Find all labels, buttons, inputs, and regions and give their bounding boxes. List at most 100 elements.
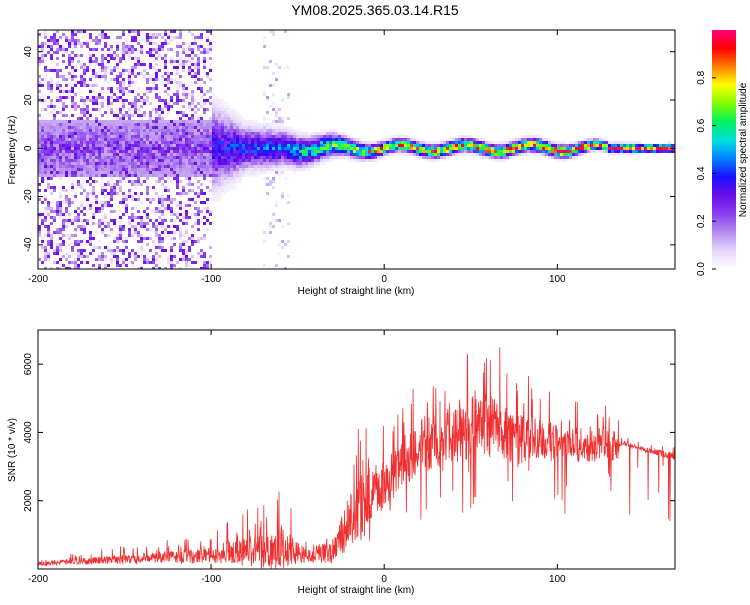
spectrogram-cell: [254, 159, 257, 162]
spectrogram-cell: [170, 132, 173, 135]
spectrogram-cell: [134, 144, 137, 147]
spectrogram-cell: [668, 144, 671, 147]
spectrogram-cell: [80, 126, 83, 129]
spectrogram-cell: [422, 147, 425, 150]
spectrogram-cell: [59, 267, 62, 269]
spectrogram-cell: [50, 222, 53, 225]
spectrogram-cell: [116, 48, 119, 51]
spectrogram-cell: [275, 63, 278, 66]
spectrogram-cell: [428, 156, 431, 159]
spectrogram-cell: [128, 48, 131, 51]
spectrogram-cell: [176, 66, 179, 69]
spectrogram-cell: [71, 39, 74, 42]
spectrogram-cell: [242, 135, 245, 138]
spectrogram-cell: [59, 204, 62, 207]
spectrogram-cell: [71, 33, 74, 36]
spectrogram-cell: [230, 159, 233, 162]
spectrogram-cell: [179, 174, 182, 177]
spectrogram-cell: [287, 135, 290, 138]
spectrogram-cell: [464, 144, 467, 147]
spectrogram-cell: [113, 171, 116, 174]
spectrogram-cell: [230, 132, 233, 135]
spectrogram-cell: [428, 144, 431, 147]
spectrogram-cell: [563, 159, 566, 162]
spectrogram-cell: [254, 123, 257, 126]
spectrogram-cell: [47, 183, 50, 186]
spectrogram-cell: [182, 96, 185, 99]
spectrogram-cell: [134, 105, 137, 108]
spectrogram-cell: [95, 129, 98, 132]
spectrogram-cell: [101, 186, 104, 189]
spectrogram-cell: [248, 138, 251, 141]
spectrogram-cell: [215, 153, 218, 156]
spectrogram-cell: [233, 183, 236, 186]
spectrogram-cell: [533, 141, 536, 144]
spectrogram-cell: [293, 168, 296, 171]
spectrogram-cell: [458, 147, 461, 150]
spectrogram-cell: [50, 123, 53, 126]
spectrogram-cell: [248, 156, 251, 159]
spectrogram-cell: [149, 198, 152, 201]
spectrogram-cell: [347, 144, 350, 147]
spectrogram-cell: [107, 153, 110, 156]
spectrogram-cell: [191, 114, 194, 117]
spectrogram-cell: [614, 141, 617, 144]
spectrogram-cell: [284, 168, 287, 171]
spectrogram-cell: [59, 156, 62, 159]
spectrogram-cell: [68, 39, 71, 42]
spectrogram-cell: [602, 138, 605, 141]
spectrogram-cell: [134, 171, 137, 174]
spectrogram-cell: [56, 201, 59, 204]
spectrogram-cell: [266, 156, 269, 159]
spectrogram-cell: [227, 150, 230, 153]
spectrogram-cell: [194, 159, 197, 162]
spectrogram-cell: [197, 120, 200, 123]
spectrogram-cell: [629, 141, 632, 144]
spectrogram-cell: [260, 156, 263, 159]
spectrogram-cell: [269, 147, 272, 150]
spectrogram-cell: [197, 153, 200, 156]
spectrogram-cell: [113, 78, 116, 81]
spectrogram-cell: [107, 165, 110, 168]
spectrogram-cell: [275, 219, 278, 222]
spectrogram-cell: [290, 147, 293, 150]
spectrogram-cell: [95, 210, 98, 213]
spectrogram-cell: [203, 264, 206, 267]
spectrogram-cell: [200, 126, 203, 129]
spectrogram-cell: [440, 150, 443, 153]
spectrogram-cell: [110, 228, 113, 231]
spectrogram-cell: [182, 153, 185, 156]
spectrogram-cell: [194, 105, 197, 108]
spectrogram-cell: [251, 150, 254, 153]
spectrogram-cell: [164, 66, 167, 69]
spectrogram-cell: [392, 135, 395, 138]
spectrogram-cell: [65, 207, 68, 210]
spectrogram-cell: [119, 144, 122, 147]
spectrogram-cell: [539, 150, 542, 153]
spectrogram-cell: [209, 198, 212, 201]
spectrogram-cell: [137, 87, 140, 90]
spectrogram-cell: [95, 72, 98, 75]
spectrogram-cell: [80, 150, 83, 153]
spectrogram-cell: [206, 186, 209, 189]
spectrogram-cell: [257, 126, 260, 129]
spectrogram-cell: [44, 66, 47, 69]
spectrogram-cell: [164, 135, 167, 138]
spectrogram-cell: [203, 177, 206, 180]
spectrogram-cell: [206, 198, 209, 201]
spectrogram-cell: [371, 141, 374, 144]
spectrogram-cell: [194, 177, 197, 180]
spectrogram-cell: [299, 168, 302, 171]
spectrogram-cell: [140, 240, 143, 243]
spectrogram-cell: [104, 75, 107, 78]
spectrogram-cell: [269, 123, 272, 126]
spectrogram-cell: [65, 51, 68, 54]
spectrogram-cell: [182, 42, 185, 45]
spectrogram-cell: [104, 246, 107, 249]
spectrogram-cell: [389, 135, 392, 138]
spectrogram-cell: [242, 162, 245, 165]
spectrogram-cell: [203, 165, 206, 168]
spectrogram-cell: [446, 147, 449, 150]
spectrogram-cell: [302, 147, 305, 150]
spectrogram-cell: [155, 252, 158, 255]
